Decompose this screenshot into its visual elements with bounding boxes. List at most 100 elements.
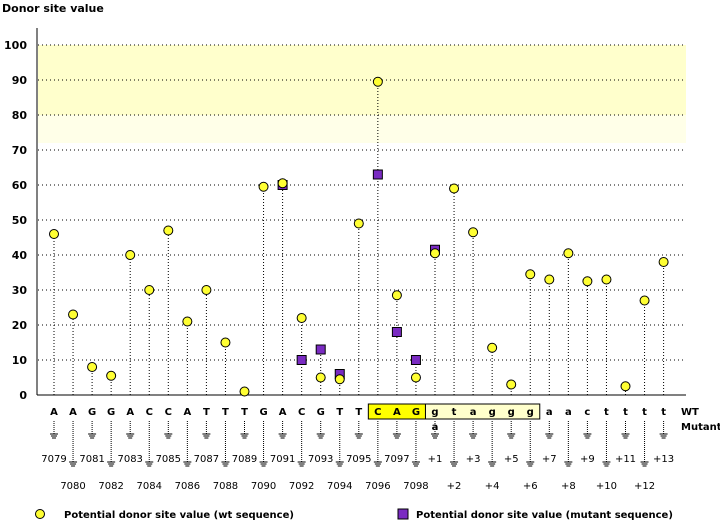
position-label-7088: 7088 [213,481,238,492]
wt-point-7085 [163,225,174,236]
wt-base-7096: C [374,407,381,418]
wt-base-+1: g [431,407,438,418]
wt-point-7083 [125,250,136,260]
wt-base-7086: A [183,407,191,418]
position-ladder-7082 [107,421,116,467]
y-tick-label: 30 [12,284,28,297]
wt-point-+3 [468,227,479,238]
y-tick-label: 90 [12,74,28,87]
legend-mutant-marker [397,508,409,520]
wt-point-7098 [410,372,421,383]
wt-base-+4: g [489,407,496,418]
position-ladder-+1 [431,421,439,439]
wt-point-7097 [391,290,402,301]
position-label-+10: +10 [596,481,617,492]
position-ladder-7092 [297,421,306,467]
position-label-+1: +1 [428,454,443,465]
wt-point-7084 [144,285,155,295]
stems [53,81,665,395]
wt-base-7079: A [50,407,58,418]
position-label-7095: 7095 [346,454,371,465]
position-ladder-7079 [50,421,58,439]
position-ladder-7095 [354,421,363,439]
wt-point-+11 [620,381,631,392]
position-label-7086: 7086 [175,481,200,492]
position-label-+7: +7 [542,454,557,465]
wt-base-7085: C [165,407,172,418]
wt-point-7095 [353,218,364,229]
position-label-+11: +11 [615,454,636,465]
position-ladder-7097 [392,421,401,439]
position-ladder-+12 [640,421,649,467]
position-label-7084: 7084 [137,481,162,492]
y-tick-label: 40 [12,249,28,262]
intron-box [424,403,541,420]
position-label-7094: 7094 [327,481,352,492]
markers [49,76,669,397]
position-label-7087: 7087 [194,454,219,465]
wt-point-+6 [525,269,536,280]
wt-point-7091 [277,178,288,189]
position-label-7093: 7093 [308,454,333,465]
wt-base-7093: G [317,407,325,418]
sequence-row: AAGGACCATTTGACGTTCAGgatagggaactttt [50,407,666,433]
position-label-+2: +2 [447,481,462,492]
position-ladder-+9 [583,421,592,439]
wt-base-+7: a [546,407,553,418]
position-ladder-7080 [69,421,78,467]
wt-point-7092 [296,313,307,323]
wt-point-+13 [658,257,669,267]
wt-point-7079 [49,229,59,239]
position-ladders [50,421,668,467]
position-ladder-+7 [545,421,554,439]
position-ladder-7088 [221,421,230,467]
wt-base-7092: C [298,407,305,418]
position-label-+8: +8 [561,481,576,492]
position-ladder-+13 [659,421,668,439]
position-ladder-7090 [259,421,268,467]
wt-base-7089: T [241,407,248,418]
wt-point-+10 [601,274,612,285]
position-ladder-+4 [488,421,497,467]
y-tick-label: 80 [12,109,28,122]
wt-point-+9 [582,276,593,287]
position-labels: 7079 7080 7081 7082 7083 7084 7085 7086 7087 7088… [41,454,674,492]
wt-point-7080 [68,309,79,320]
position-label-7090: 7090 [251,481,276,492]
wt-base-+11: t [623,407,628,418]
position-label-7079: 7079 [41,454,66,465]
wt-point-+4 [487,342,498,353]
mutant-point-7096 [372,169,383,180]
wt-point-+1 [430,248,440,259]
y-tick-label: 100 [4,39,27,52]
y-tick-label: 10 [12,354,28,367]
position-label-7097: 7097 [384,454,409,465]
position-ladder-+8 [564,421,573,467]
wt-base-7097: A [393,407,401,418]
position-ladder-+5 [507,421,516,439]
wt-point-7089 [239,386,250,397]
wt-point-7093 [315,372,326,383]
position-ladder-7087 [202,421,211,439]
position-ladder-7094 [335,421,344,467]
position-label-+13: +13 [653,454,674,465]
y-tick-label: 60 [12,179,28,192]
position-ladder-+6 [526,421,535,467]
wt-base-+5: g [508,407,515,418]
wt-base-7091: A [279,407,287,418]
position-ladder-+3 [469,421,478,439]
y-ticks: 0 10 20 30 40 50 60 70 80 90 100 [4,39,27,402]
axes [36,28,686,396]
wt-base-7094: T [336,407,343,418]
wt-base-+10: t [604,407,609,418]
position-ladder-7096 [373,421,382,467]
y-tick-label: 20 [12,319,28,332]
legend-wt-label: Potential donor site value (wt sequence) [64,510,294,520]
wt-point-+12 [639,295,650,306]
y-axis-title: Donor site value [2,2,104,15]
wt-point-+2 [449,183,460,194]
position-label-+6: +6 [523,481,538,492]
wt-point-7090 [258,181,269,192]
y-tick-label: 50 [12,214,28,227]
